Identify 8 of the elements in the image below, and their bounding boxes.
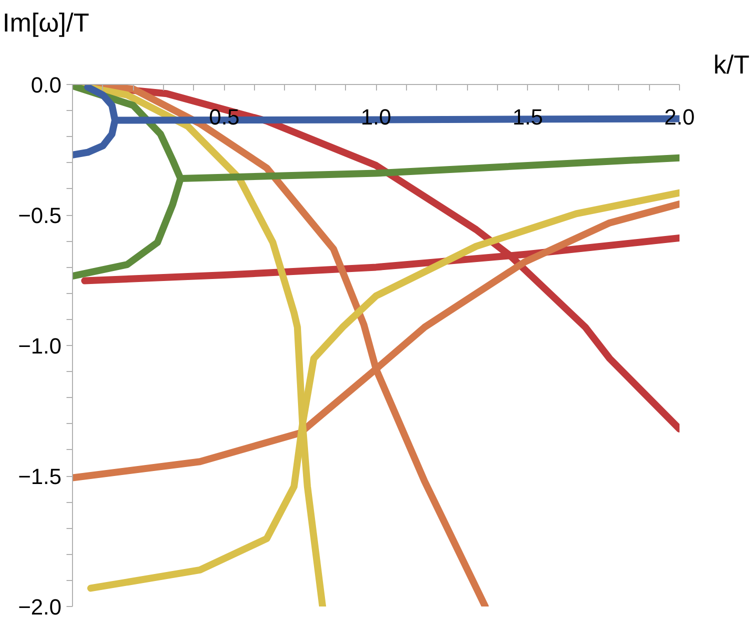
y-tick-label: 0.0 [30, 72, 62, 98]
y-axis-title: Im[ω]/T [2, 8, 90, 38]
x-axis-title: k/T [713, 50, 750, 80]
x-tick-label: 2.0 [664, 104, 695, 130]
y-tick-label: −1.5 [18, 464, 62, 489]
y-tick-label: −1.0 [18, 334, 62, 358]
y-tick-label: −2.0 [18, 594, 62, 620]
y-tick-label: −0.5 [18, 203, 62, 228]
